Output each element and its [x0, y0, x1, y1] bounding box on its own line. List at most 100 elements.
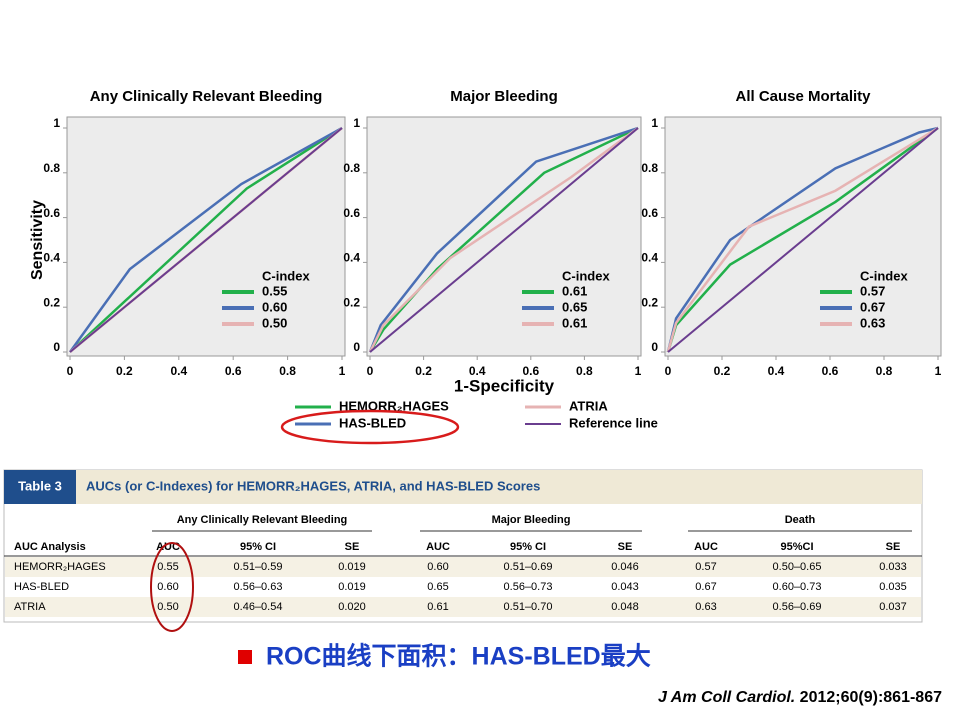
c-index-value: 0.63 — [860, 315, 885, 330]
c-index-title: C-index — [562, 268, 610, 283]
table-header-band — [4, 470, 922, 504]
x-tick-label: 0.8 — [876, 364, 893, 378]
y-tick-label: 1 — [651, 116, 658, 130]
table-cell: HEMORR₂HAGES — [14, 561, 106, 573]
y-tick-label: 1 — [353, 116, 360, 130]
y-tick-label: 1 — [53, 116, 60, 130]
roc-line — [69, 126, 343, 353]
caption: ROC曲线下面积：HAS-BLED最大 — [266, 642, 651, 671]
x-tick-label: 0 — [367, 364, 374, 378]
chart-title: Any Clinically Relevant Bleeding — [90, 88, 323, 105]
table-group-header: Death — [785, 514, 816, 526]
table-column-header: 95% CI — [240, 541, 276, 553]
table-cell: 0.033 — [879, 561, 907, 573]
table-cell: 0.51–0.59 — [234, 561, 283, 573]
legend-label: HAS-BLED — [339, 415, 406, 430]
c-index-value: 0.57 — [860, 283, 885, 298]
y-tick-label: 0.8 — [343, 161, 360, 175]
bullet — [238, 650, 252, 664]
x-tick-label: 0.8 — [576, 364, 593, 378]
table-cell: 0.020 — [338, 601, 366, 613]
citation-journal: J Am Coll Cardiol. — [658, 689, 795, 706]
c-index-value: 0.60 — [262, 299, 287, 314]
x-tick-label: 1 — [339, 364, 346, 378]
citation-ref: 2012;60(9):861-867 — [795, 689, 942, 706]
x-tick-label: 0.4 — [170, 364, 187, 378]
table-cell: 0.51–0.69 — [504, 561, 553, 573]
table-cell: 0.046 — [611, 561, 639, 573]
table-label: Table 3 — [18, 478, 62, 493]
y-tick-label: 0.4 — [43, 251, 60, 265]
y-tick-label: 0 — [651, 340, 658, 354]
y-axis-label: Sensitivity — [29, 200, 46, 280]
y-tick-label: 0.2 — [343, 295, 360, 309]
table-cell: 0.56–0.69 — [773, 601, 822, 613]
table-cell: 0.60 — [427, 561, 448, 573]
table-cell: 0.035 — [879, 581, 907, 593]
table-cell: 0.63 — [695, 601, 716, 613]
x-tick-label: 0 — [665, 364, 672, 378]
table-cell: 0.67 — [695, 581, 716, 593]
roc-line — [666, 126, 939, 353]
table-cell: 0.019 — [338, 581, 366, 593]
table-cell: 0.65 — [427, 581, 448, 593]
x-tick-label: 0.2 — [116, 364, 133, 378]
c-index-value: 0.50 — [262, 315, 287, 330]
table-cell: 0.61 — [427, 601, 448, 613]
y-tick-label: 0 — [353, 340, 360, 354]
y-tick-label: 0.6 — [43, 206, 60, 220]
table-column-header: SE — [886, 541, 901, 553]
table-title: AUCs (or C-Indexes) for HEMORR₂HAGES, AT… — [86, 478, 540, 493]
y-tick-label: 0.6 — [641, 206, 658, 220]
table-cell: 0.51–0.70 — [504, 601, 553, 613]
roc-line — [69, 127, 343, 353]
table-cell: 0.037 — [879, 601, 907, 613]
c-index-value: 0.67 — [860, 299, 885, 314]
table-cell: 0.55 — [157, 561, 178, 573]
chart-title: All Cause Mortality — [735, 88, 871, 105]
y-tick-label: 0.2 — [43, 295, 60, 309]
table-cell: 0.048 — [611, 601, 639, 613]
c-index-value: 0.55 — [262, 283, 287, 298]
c-index-title: C-index — [860, 268, 908, 283]
table-cell: 0.019 — [338, 561, 366, 573]
x-tick-label: 0.6 — [225, 364, 242, 378]
table-cell: 0.46–0.54 — [234, 601, 283, 613]
highlight-ellipse — [150, 542, 194, 632]
table-cell: ATRIA — [14, 601, 46, 613]
highlight-ellipse — [280, 409, 460, 445]
y-tick-label: 0.6 — [343, 206, 360, 220]
x-tick-label: 0.6 — [522, 364, 539, 378]
table-cell: 0.57 — [695, 561, 716, 573]
c-index-value: 0.61 — [562, 283, 587, 298]
c-index-value: 0.65 — [562, 299, 587, 314]
y-tick-label: 0.8 — [641, 161, 658, 175]
roc-line — [368, 126, 639, 353]
table-column-header: SE — [618, 541, 633, 553]
table-column-header: AUC Analysis — [14, 541, 86, 553]
table-row-shade — [5, 557, 921, 577]
c-index-value: 0.61 — [562, 315, 587, 330]
table-column-header: 95%CI — [780, 541, 813, 553]
roc-line — [368, 126, 639, 353]
table-cell: 0.50 — [157, 601, 178, 613]
table-group-header: Major Bleeding — [492, 514, 571, 526]
citation: J Am Coll Cardiol. 2012;60(9):861-867 — [658, 689, 942, 706]
x-tick-label: 0.4 — [768, 364, 785, 378]
legend-label: HEMORR₂HAGES — [339, 398, 449, 413]
table-group-header: Any Clinically Relevant Bleeding — [177, 514, 348, 526]
y-tick-label: 0.4 — [641, 251, 658, 265]
table-column-header: AUC — [694, 541, 718, 553]
table-column-header: AUC — [426, 541, 450, 553]
roc-line — [667, 127, 939, 353]
y-tick-label: 0.2 — [641, 295, 658, 309]
table-column-header: SE — [345, 541, 360, 553]
x-tick-label: 1 — [935, 364, 942, 378]
table-cell: 0.56–0.63 — [234, 581, 283, 593]
table-cell: 0.56–0.73 — [504, 581, 553, 593]
roc-line — [369, 127, 639, 353]
x-tick-label: 0.8 — [279, 364, 296, 378]
y-tick-label: 0.8 — [43, 161, 60, 175]
table-column-header: 95% CI — [510, 541, 546, 553]
